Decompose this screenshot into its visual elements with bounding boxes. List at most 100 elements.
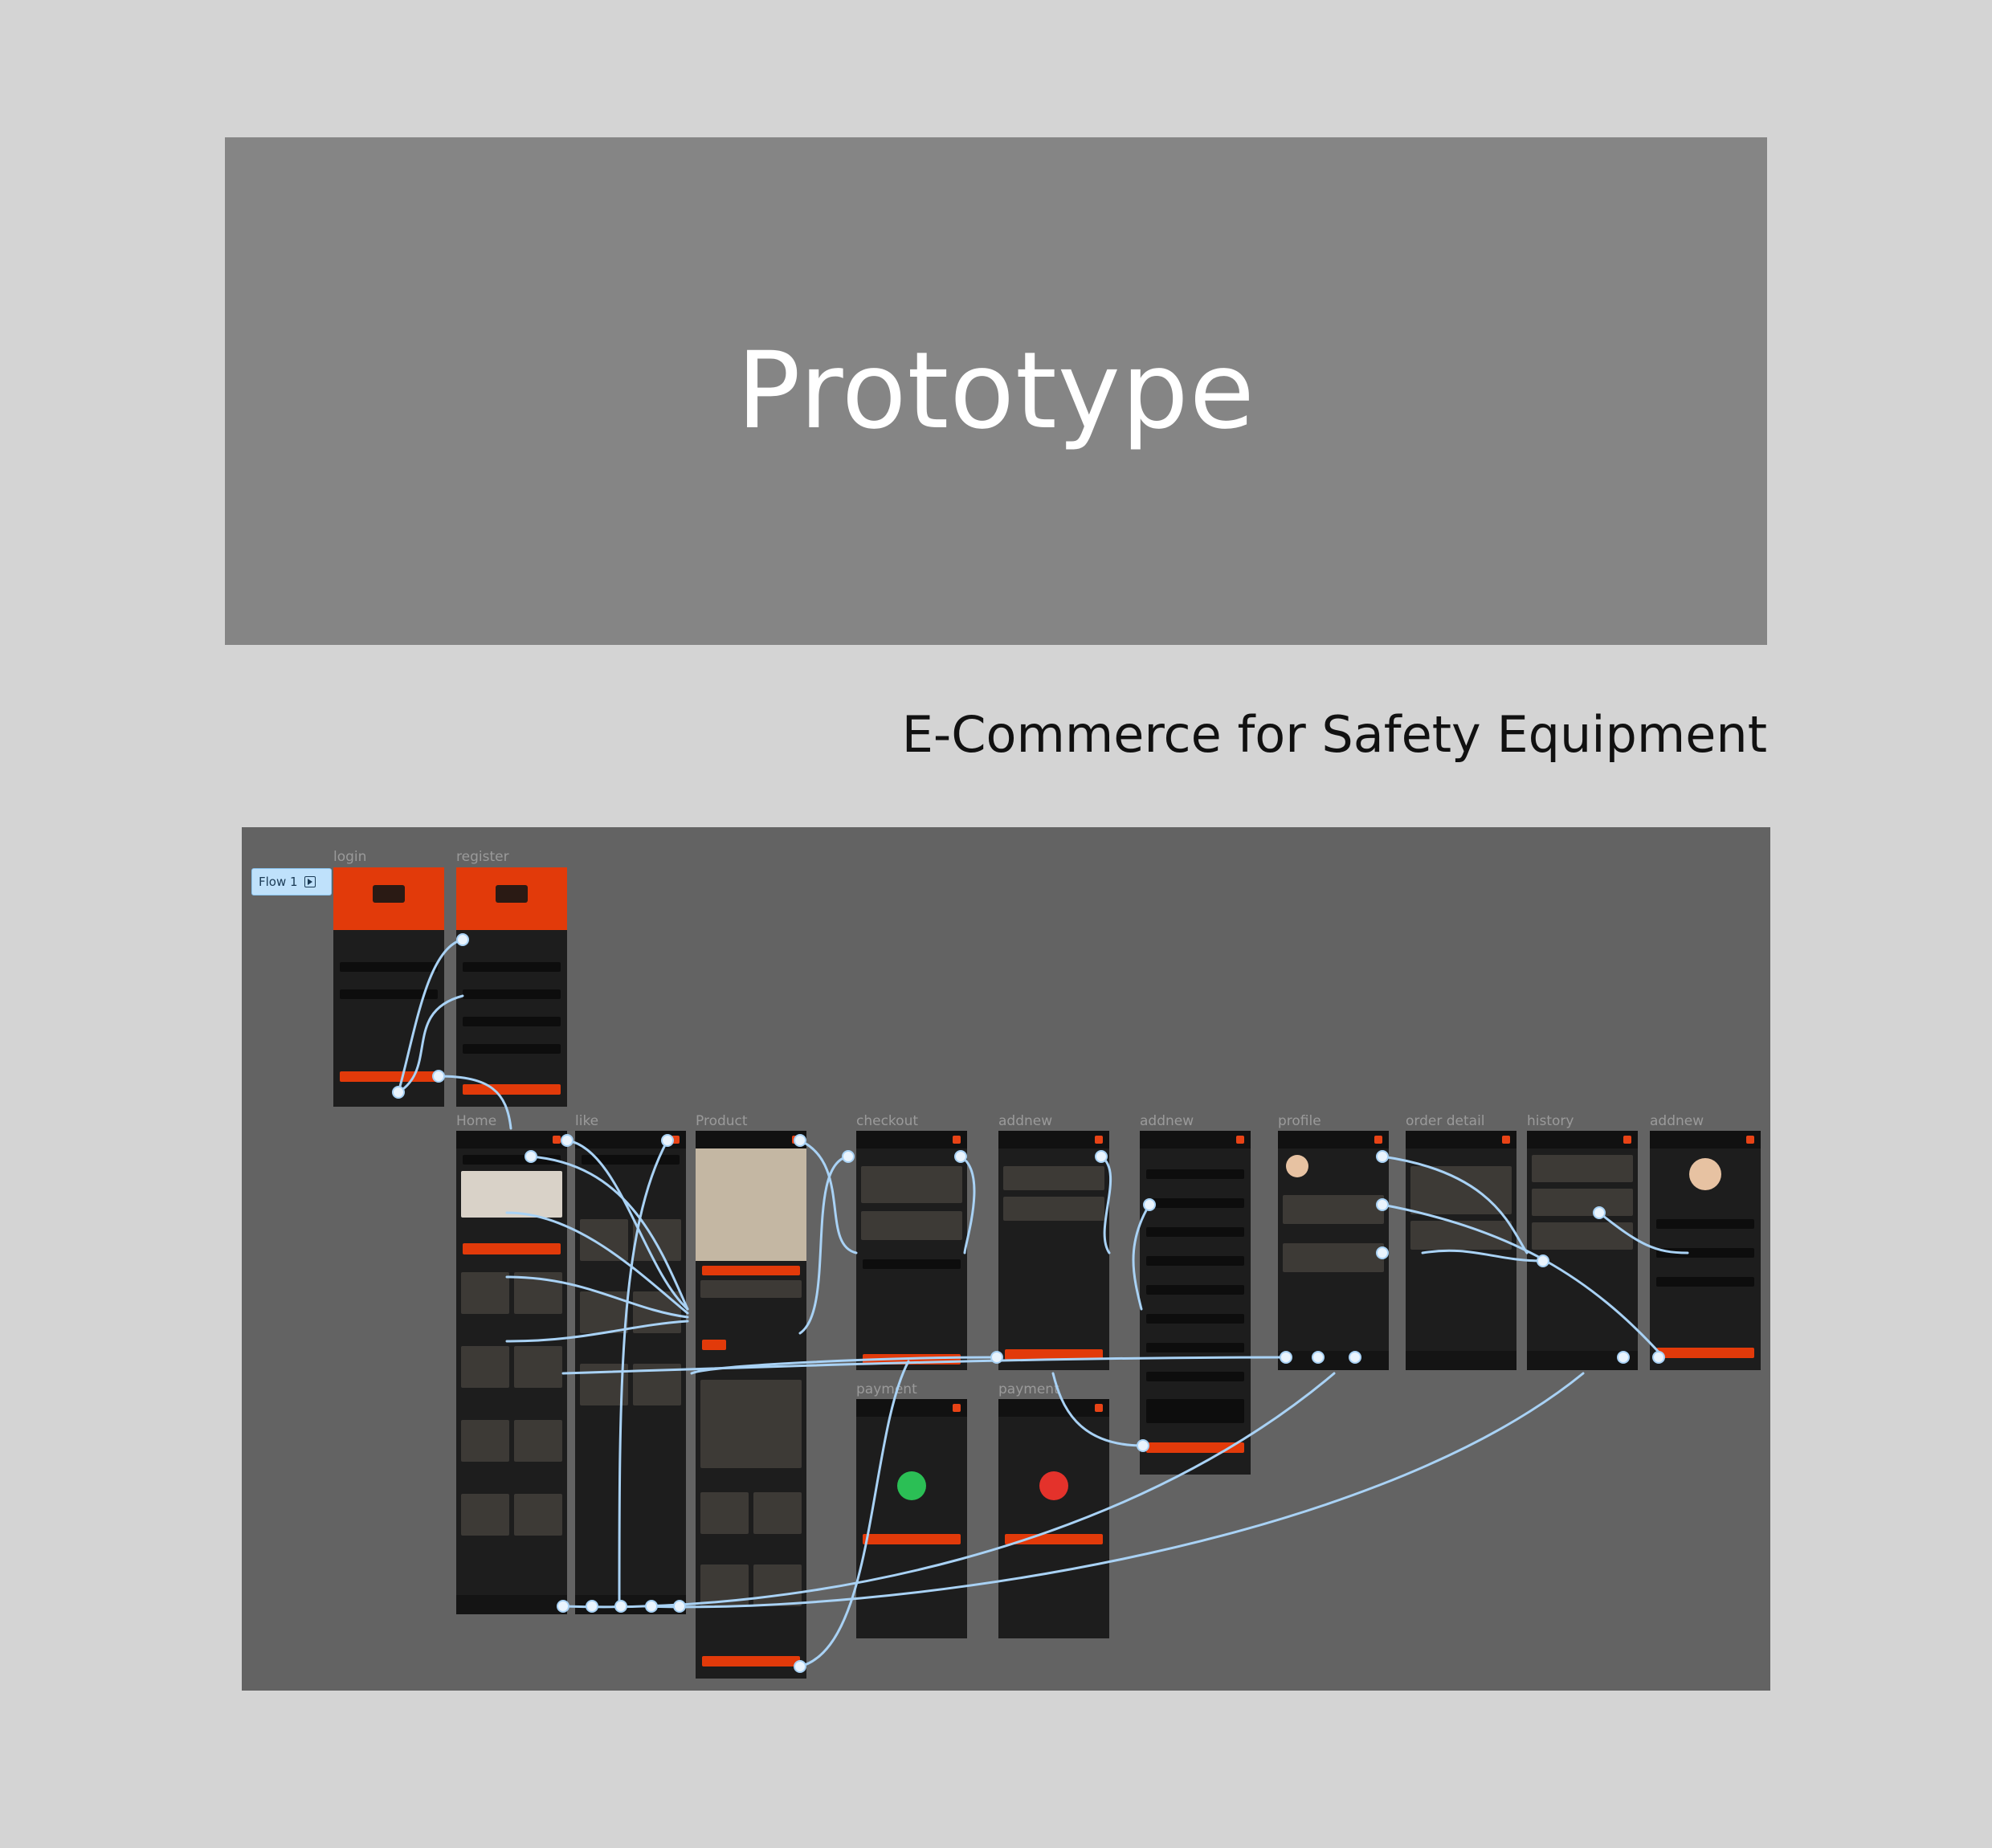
product-card[interactable]: [633, 1291, 681, 1333]
frame-checkout[interactable]: [856, 1131, 967, 1370]
form-field[interactable]: [1146, 1314, 1244, 1324]
bottom-nav[interactable]: [1406, 1351, 1516, 1370]
cart-icon[interactable]: [553, 1136, 561, 1144]
frame-home[interactable]: [456, 1131, 567, 1614]
related-product-card[interactable]: [700, 1564, 749, 1606]
shipping-address-card[interactable]: [861, 1166, 962, 1203]
confirm-button[interactable]: [1656, 1348, 1754, 1358]
size-selector[interactable]: [702, 1340, 726, 1350]
cart-icon[interactable]: [1095, 1136, 1103, 1144]
product-card[interactable]: [580, 1291, 628, 1333]
search-bar[interactable]: [463, 1155, 561, 1165]
bottom-nav[interactable]: [1278, 1351, 1389, 1370]
frame-addnew-1[interactable]: [998, 1131, 1109, 1370]
frame-addnew-2[interactable]: [1140, 1131, 1251, 1475]
login-button[interactable]: [340, 1071, 438, 1082]
payment-topbar: [998, 1399, 1109, 1417]
continue-button[interactable]: [863, 1534, 961, 1544]
password-field[interactable]: [340, 989, 438, 999]
cart-icon[interactable]: [1502, 1136, 1510, 1144]
frame-login[interactable]: [333, 867, 444, 1107]
product-card[interactable]: [580, 1364, 628, 1405]
related-product-card[interactable]: [700, 1492, 749, 1534]
cart-icon[interactable]: [1095, 1404, 1103, 1412]
product-card[interactable]: [633, 1364, 681, 1405]
retry-button[interactable]: [1005, 1534, 1103, 1544]
form-field[interactable]: [1146, 1227, 1244, 1237]
bottom-nav[interactable]: [1527, 1351, 1638, 1370]
cart-icon[interactable]: [671, 1136, 680, 1144]
product-card[interactable]: [461, 1420, 509, 1462]
place-order-button[interactable]: [863, 1354, 961, 1365]
username-field[interactable]: [340, 962, 438, 972]
history-item[interactable]: [1532, 1222, 1633, 1250]
thumbnail-strip[interactable]: [700, 1280, 802, 1298]
product-card[interactable]: [461, 1346, 509, 1388]
coupon-field[interactable]: [863, 1259, 961, 1269]
register-field-2[interactable]: [463, 989, 561, 999]
bottom-nav[interactable]: [456, 1595, 567, 1614]
product-card[interactable]: [633, 1219, 681, 1261]
frame-product[interactable]: [696, 1131, 806, 1679]
order-status-row[interactable]: [1283, 1195, 1384, 1224]
frame-history[interactable]: [1527, 1131, 1638, 1370]
avatar[interactable]: [1286, 1155, 1308, 1177]
cart-icon[interactable]: [1236, 1136, 1244, 1144]
frame-order-detail[interactable]: [1406, 1131, 1516, 1370]
profile-photo[interactable]: [1689, 1158, 1721, 1190]
cart-icon[interactable]: [953, 1136, 961, 1144]
form-field[interactable]: [1146, 1198, 1244, 1208]
product-card[interactable]: [461, 1272, 509, 1314]
frame-addnew-3[interactable]: [1650, 1131, 1761, 1370]
play-icon[interactable]: [304, 876, 316, 887]
cart-icon[interactable]: [1623, 1136, 1631, 1144]
category-tabs[interactable]: [463, 1243, 561, 1254]
history-item[interactable]: [1532, 1189, 1633, 1216]
promo-banner[interactable]: [461, 1171, 562, 1218]
product-card[interactable]: [514, 1494, 562, 1536]
related-product-card[interactable]: [753, 1564, 802, 1606]
form-field[interactable]: [1656, 1248, 1754, 1258]
form-field[interactable]: [1656, 1219, 1754, 1229]
flow-start-tag[interactable]: Flow 1: [251, 868, 332, 895]
product-card[interactable]: [461, 1494, 509, 1536]
form-field[interactable]: [1146, 1343, 1244, 1352]
form-field[interactable]: [1146, 1285, 1244, 1295]
cart-icon[interactable]: [792, 1136, 800, 1144]
register-field-1[interactable]: [463, 962, 561, 972]
confirm-button[interactable]: [1146, 1442, 1244, 1453]
related-product-card[interactable]: [753, 1492, 802, 1534]
search-bar[interactable]: [582, 1155, 680, 1165]
product-card[interactable]: [514, 1346, 562, 1388]
recent-order-card[interactable]: [1283, 1243, 1384, 1272]
addnew-topbar: [998, 1131, 1109, 1148]
product-card[interactable]: [514, 1420, 562, 1462]
frame-payment-success[interactable]: [856, 1399, 967, 1638]
order-item-card: [1410, 1221, 1512, 1250]
frame-payment-fail[interactable]: [998, 1399, 1109, 1638]
frame-profile[interactable]: [1278, 1131, 1389, 1370]
cart-icon[interactable]: [1746, 1136, 1754, 1144]
address-option[interactable]: [1003, 1166, 1104, 1190]
form-field[interactable]: [1146, 1372, 1244, 1381]
history-item[interactable]: [1532, 1155, 1633, 1182]
address-option[interactable]: [1003, 1197, 1104, 1221]
form-field[interactable]: [1146, 1256, 1244, 1266]
register-field-3[interactable]: [463, 1017, 561, 1026]
frame-register[interactable]: [456, 867, 567, 1107]
register-field-4[interactable]: [463, 1044, 561, 1054]
frame-like[interactable]: [575, 1131, 686, 1614]
product-card[interactable]: [514, 1272, 562, 1314]
prototype-canvas[interactable]: Flow 1 login register Home like Product …: [242, 827, 1770, 1691]
buy-button[interactable]: [702, 1656, 800, 1666]
register-button[interactable]: [463, 1084, 561, 1095]
form-field[interactable]: [1656, 1277, 1754, 1287]
cart-icon[interactable]: [1374, 1136, 1382, 1144]
cart-icon[interactable]: [953, 1404, 961, 1412]
form-textarea[interactable]: [1146, 1399, 1244, 1423]
product-card[interactable]: [580, 1219, 628, 1261]
success-check-icon: [897, 1471, 926, 1500]
bottom-nav[interactable]: [575, 1595, 686, 1614]
form-field[interactable]: [1146, 1169, 1244, 1179]
confirm-button[interactable]: [1005, 1349, 1103, 1360]
